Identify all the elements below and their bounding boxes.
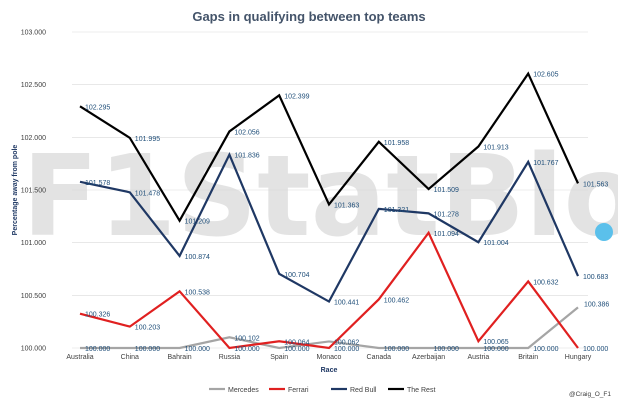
series-line-the-rest (79, 71, 580, 223)
x-tick-label: Russia (219, 354, 241, 361)
data-label: 101.578 (85, 180, 110, 187)
data-label: 100.000 (185, 346, 210, 353)
data-label: 100.062 (334, 339, 359, 346)
data-label: 100.874 (185, 254, 210, 261)
data-label: 100.538 (185, 289, 210, 296)
data-label: 102.056 (234, 129, 259, 136)
y-tick-label: 101.000 (21, 240, 46, 247)
y-tick-label: 102.500 (21, 82, 46, 89)
legend-item: Ferrari (269, 387, 309, 394)
legend-item: Red Bull (331, 387, 377, 394)
legend-item: Mercedes (209, 387, 259, 394)
data-labels: 100.000 100.000 100.000100.102100.000100.0… (85, 72, 609, 353)
data-label: 101.004 (483, 240, 508, 247)
data-label: 100.000 (85, 346, 110, 353)
data-label: 100.000 (384, 346, 409, 353)
watermark-text: F1StatBlog (22, 132, 618, 262)
legend-label: Red Bull (350, 387, 377, 394)
data-label: 100.000 (284, 346, 309, 353)
data-label: 100.203 (135, 325, 160, 332)
data-label: 102.605 (533, 72, 558, 79)
series-line-ferrari (79, 230, 579, 350)
legend: Mercedes Ferrari Red Bull The Rest (209, 387, 435, 394)
data-label: 100.441 (334, 300, 359, 307)
watermark: F1StatBlog (22, 132, 618, 262)
data-label: 102.399 (284, 93, 309, 100)
series-line-mercedes (80, 306, 579, 350)
x-tick-label: Hungary (565, 354, 592, 361)
data-label: 100.000 (434, 346, 459, 353)
data-label: 101.563 (583, 181, 608, 188)
data-label: 101.995 (135, 136, 160, 143)
data-label: 102.295 (85, 104, 110, 111)
data-label: 100.064 (284, 339, 309, 346)
x-tick-label: Australia (66, 354, 93, 361)
data-label: 100.102 (234, 335, 259, 342)
legend-item: The Rest (388, 387, 435, 394)
chart-title: Gaps in qualifying between top teams (192, 9, 425, 24)
x-tick-label: Bahrain (168, 354, 192, 361)
data-label: 100.704 (284, 272, 309, 279)
legend-label: Mercedes (228, 387, 259, 394)
y-tick-label: 101.500 (21, 188, 46, 195)
data-label: 100.000 (334, 346, 359, 353)
data-label: 101.094 (434, 231, 459, 238)
data-label: 100.000 (234, 346, 259, 353)
data-label: 100.000 (135, 346, 160, 353)
data-label: 100.632 (533, 279, 558, 286)
data-label: 101.913 (483, 144, 508, 151)
series-lines (79, 71, 580, 350)
data-label: 100.000 (483, 346, 508, 353)
data-label: 101.836 (234, 153, 259, 160)
legend-label: The Rest (407, 387, 435, 394)
data-label: 100.386 (584, 301, 609, 308)
legend-label: Ferrari (288, 387, 309, 394)
data-label: 100.683 (583, 274, 608, 281)
data-label: 101.767 (533, 160, 558, 167)
y-axis-label: Percentage away from pole (12, 145, 19, 236)
data-label: 101.958 (384, 140, 409, 147)
data-label: 101.509 (434, 187, 459, 194)
x-tick-label: Austria (468, 354, 490, 361)
y-axis-ticks: 100.000 100.500 101.000 101.500 102.000 102.5… (21, 30, 46, 353)
watermark-dot (595, 223, 613, 241)
y-tick-label: 102.000 (21, 135, 46, 142)
y-tick-label: 100.500 (21, 293, 46, 300)
y-tick-label: 103.000 (21, 30, 46, 37)
data-label: 101.321 (384, 207, 409, 214)
x-tick-label: China (121, 354, 139, 361)
y-tick-label: 100.000 (21, 346, 46, 353)
x-tick-label: Canada (367, 354, 392, 361)
credit-text: @Craig_O_F1 (569, 391, 611, 398)
x-axis-ticks: Australia China Bahrain Russia Spain Monaco Ca… (66, 354, 591, 361)
x-tick-label: Spain (270, 354, 288, 361)
series-line-red-bull (79, 151, 580, 304)
data-label: 100.462 (384, 297, 409, 304)
x-axis-label: Race (321, 367, 338, 374)
data-label: 101.363 (334, 202, 359, 209)
data-label: 100.000 (533, 346, 558, 353)
data-label: 100.000 (583, 346, 608, 353)
data-label: 100.326 (85, 312, 110, 319)
x-tick-label: Azerbaijan (412, 354, 445, 361)
data-label: 101.278 (434, 211, 459, 218)
data-label: 100.065 (483, 339, 508, 346)
data-label: 101.478 (135, 190, 160, 197)
data-label: 101.209 (185, 219, 210, 226)
x-tick-label: Monaco (317, 354, 342, 361)
x-tick-label: Britain (518, 354, 538, 361)
